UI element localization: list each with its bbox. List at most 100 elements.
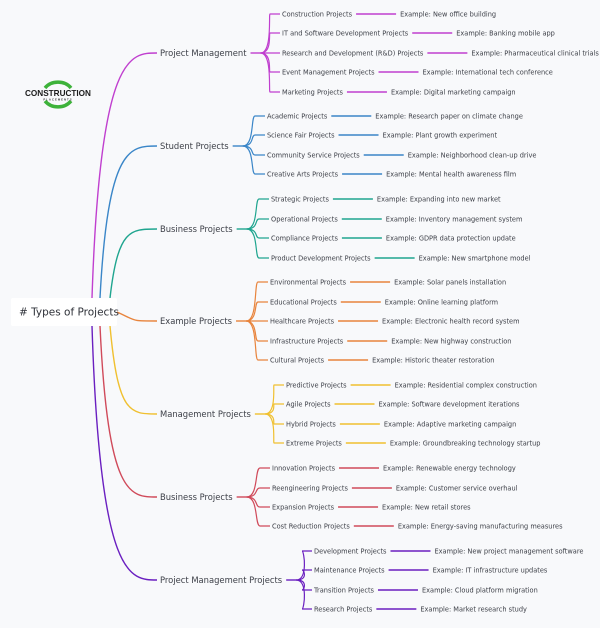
child-label: Construction Projects: [282, 10, 353, 18]
child-node[interactable]: Development Projects Example: New project…: [314, 547, 583, 555]
branch-node[interactable]: Project Management: [160, 48, 247, 58]
child-edge: [242, 145, 265, 175]
child-label: Event Management Projects: [282, 68, 375, 76]
root-node[interactable]: # Types of Projects: [11, 298, 119, 326]
example-label: Example: Market research study: [420, 605, 527, 613]
child-label: Healthcare Projects: [270, 317, 335, 325]
child-label: Compliance Projects: [271, 234, 338, 242]
child-node[interactable]: Extreme Projects Example: Groundbreaking …: [286, 439, 540, 447]
root-edge: [109, 325, 158, 415]
example-label: Example: Mental health awareness film: [386, 170, 516, 178]
child-node[interactable]: Creative Arts Projects Example: Mental he…: [267, 170, 516, 178]
example-label: Example: Adaptive marketing campaign: [384, 420, 516, 428]
child-node[interactable]: Operational Projects Example: Inventory m…: [271, 215, 522, 223]
child-node[interactable]: Research Projects Example: Market researc…: [314, 605, 527, 613]
example-label: Example: Banking mobile app: [456, 29, 555, 37]
child-node[interactable]: Cultural Projects Example: Historic theat…: [270, 356, 494, 364]
child-label: Creative Arts Projects: [267, 170, 339, 178]
child-node[interactable]: Compliance Projects Example: GDPR data pr…: [271, 234, 516, 242]
child-node[interactable]: Transition Projects Example: Cloud platfo…: [313, 586, 538, 594]
branch-node[interactable]: Business Projects: [160, 224, 233, 234]
logo-title: CONSTRUCTION: [25, 89, 91, 98]
branch-label: Project Management: [160, 48, 247, 58]
child-label: Reengineering Projects: [272, 484, 348, 492]
child-edge: [246, 198, 269, 230]
root-edge: [109, 228, 158, 299]
branch-label: Business Projects: [160, 224, 233, 234]
child-node[interactable]: Construction Projects Example: New office…: [282, 10, 496, 18]
example-label: Example: New retail stores: [382, 503, 471, 511]
child-label: Cost Reduction Projects: [272, 522, 350, 530]
branch-node[interactable]: Example Projects: [160, 316, 232, 326]
child-node[interactable]: Healthcare Projects Example: Electronic h…: [270, 317, 520, 325]
child-label: Marketing Projects: [282, 88, 344, 96]
example-label: Example: New smartphone model: [419, 254, 531, 262]
child-node[interactable]: Educational Projects Example: Online lear…: [270, 298, 498, 306]
child-node[interactable]: Reengineering Projects Example: Customer …: [272, 484, 518, 492]
child-label: Community Service Projects: [267, 151, 360, 159]
branch-label: Project Management Projects: [160, 575, 282, 585]
child-node[interactable]: Innovation Projects Example: Renewable en…: [272, 464, 516, 472]
child-node[interactable]: Predictive Projects Example: Residential …: [286, 381, 537, 389]
child-edge: [246, 467, 270, 498]
example-label: Example: Solar panels installation: [394, 278, 506, 286]
child-label: Educational Projects: [270, 298, 337, 306]
child-node[interactable]: Environmental Projects Example: Solar pan…: [270, 278, 506, 286]
child-node[interactable]: Cost Reduction Projects Example: Energy-s…: [272, 522, 563, 530]
branch-label: Business Projects: [160, 492, 233, 502]
child-node[interactable]: Marketing Projects Example: Digital marke…: [282, 88, 516, 96]
child-label: IT and Software Development Projects: [282, 29, 409, 37]
child-node[interactable]: Strategic Projects Example: Expanding int…: [271, 195, 501, 203]
example-label: Example: Inventory management system: [386, 215, 523, 223]
example-label: Example: Digital marketing campaign: [391, 88, 516, 96]
branch-node[interactable]: Business Projects: [160, 492, 233, 502]
child-edge: [296, 569, 312, 581]
child-edge: [296, 550, 312, 581]
child-edge: [246, 496, 270, 527]
child-node[interactable]: Product Development Projects Example: New…: [271, 254, 531, 262]
child-node[interactable]: Event Management Projects Example: Intern…: [282, 68, 553, 76]
child-node[interactable]: Infrastructure Projects Example: New high…: [270, 337, 511, 345]
child-edge: [260, 52, 280, 93]
example-label: Example: GDPR data protection update: [386, 234, 516, 242]
example-label: Example: Cloud platform migration: [422, 586, 538, 594]
example-label: Example: Residential complex constructio…: [395, 381, 537, 389]
child-node[interactable]: Science Fair Projects Example: Plant grow…: [267, 131, 497, 139]
child-node[interactable]: Hybrid Projects Example: Adaptive marketi…: [286, 420, 516, 428]
child-label: Academic Projects: [267, 112, 328, 120]
branch-node[interactable]: Project Management Projects: [160, 575, 282, 585]
child-label: Extreme Projects: [286, 439, 342, 447]
example-label: Example: Pharmaceutical clinical trials: [471, 49, 599, 57]
example-label: Example: Renewable energy technology: [383, 464, 516, 472]
child-node[interactable]: Agile Projects Example: Software developm…: [286, 400, 520, 408]
child-label: Maintenance Projects: [314, 566, 385, 574]
child-node[interactable]: Research and Development (R&D) Projects E…: [282, 49, 599, 57]
example-label: Example: Plant growth experiment: [383, 131, 498, 139]
child-edge: [246, 218, 269, 230]
branch-node[interactable]: Management Projects: [160, 409, 251, 419]
root-box: [11, 298, 117, 326]
branch-node[interactable]: Student Projects: [160, 141, 229, 151]
child-node[interactable]: IT and Software Development Projects Exam…: [282, 29, 555, 37]
child-node[interactable]: Academic Projects Example: Research paper…: [267, 112, 523, 120]
child-edge: [260, 13, 280, 54]
example-label: Example: IT infrastructure updates: [433, 566, 548, 574]
child-node[interactable]: Maintenance Projects Example: IT infrastr…: [314, 566, 548, 574]
child-label: Product Development Projects: [271, 254, 371, 262]
child-node[interactable]: Community Service Projects Example: Neigh…: [267, 151, 536, 159]
child-label: Expansion Projects: [272, 503, 335, 511]
child-label: Environmental Projects: [270, 278, 347, 286]
example-label: Example: Online learning platform: [385, 298, 498, 306]
root-label: # Types of Projects: [19, 307, 119, 319]
example-label: Example: New office building: [400, 10, 496, 18]
child-label: Agile Projects: [286, 400, 331, 408]
child-label: Research and Development (R&D) Projects: [282, 49, 424, 57]
branch-label: Student Projects: [160, 141, 229, 151]
child-edge: [296, 579, 312, 610]
example-label: Example: Neighborhood clean-up drive: [408, 151, 537, 159]
child-node[interactable]: Expansion Projects Example: New retail st…: [272, 503, 471, 511]
example-label: Example: Research paper on climate chang…: [375, 112, 523, 120]
child-edge: [264, 413, 284, 425]
